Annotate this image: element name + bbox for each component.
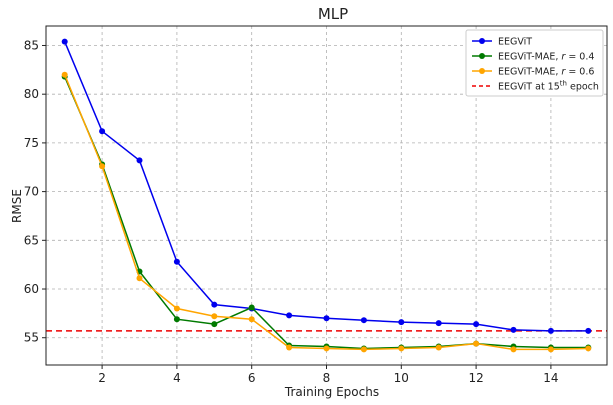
data-point: [211, 313, 218, 320]
series-layer: [61, 38, 592, 353]
data-point: [211, 321, 218, 328]
data-point: [323, 345, 330, 352]
data-point: [510, 326, 517, 333]
data-point: [435, 320, 442, 327]
data-point: [173, 316, 180, 323]
x-tick-label: 8: [323, 371, 331, 385]
data-point: [360, 346, 367, 353]
legend: EEGViT EEGViT-MAE, r = 0.4 EEGViT-MAE, r =…: [465, 29, 604, 97]
data-point: [585, 345, 592, 352]
y-tick-label: 60: [24, 282, 39, 296]
y-tick-label: 70: [24, 185, 39, 199]
data-point: [99, 128, 106, 135]
legend-marker: [479, 68, 485, 74]
data-point: [547, 346, 554, 353]
data-point: [435, 344, 442, 351]
data-point: [585, 327, 592, 334]
y-tick-label: 80: [24, 87, 39, 101]
legend-entry: EEGViT: [498, 37, 532, 48]
data-point: [173, 258, 180, 265]
data-point: [173, 305, 180, 312]
data-point: [248, 316, 255, 323]
data-point: [61, 38, 68, 45]
data-point: [360, 317, 367, 324]
data-point: [398, 319, 405, 326]
x-tick-label: 2: [98, 371, 106, 385]
data-point: [286, 344, 293, 351]
y-tick-label: 55: [24, 331, 39, 345]
legend-marker: [479, 53, 485, 59]
x-tick-label: 12: [468, 371, 483, 385]
y-tick-label: 65: [24, 233, 39, 247]
data-point: [211, 301, 218, 308]
series-3: [61, 71, 592, 353]
data-point: [248, 304, 255, 311]
data-point: [136, 275, 143, 282]
data-point: [286, 312, 293, 319]
x-tick-label: 6: [248, 371, 256, 385]
chart-title: MLP: [318, 5, 348, 23]
data-point: [398, 345, 405, 352]
series-1: [61, 38, 592, 334]
x-axis-label: Training Epochs: [284, 385, 379, 399]
y-tick-label: 85: [24, 38, 39, 52]
legend-entry: EEGViT at 15th epoch: [498, 80, 599, 93]
ticks: 2 4 6 8 10 12 14 55 60 65 70 75 80 85: [24, 38, 559, 385]
legend-marker: [479, 38, 485, 44]
data-point: [547, 327, 554, 334]
x-tick-label: 4: [173, 371, 181, 385]
data-point: [510, 346, 517, 353]
data-point: [473, 321, 480, 328]
x-tick-label: 14: [543, 371, 558, 385]
data-point: [473, 340, 480, 347]
legend-entry: EEGViT-MAE, r = 0.6: [498, 67, 594, 78]
data-point: [99, 163, 106, 170]
data-point: [61, 71, 68, 78]
data-point: [323, 315, 330, 322]
x-tick-label: 10: [394, 371, 409, 385]
legend-entry: EEGViT-MAE, r = 0.4: [498, 52, 594, 63]
y-tick-label: 75: [24, 136, 39, 150]
legend-box: [465, 29, 604, 97]
data-point: [136, 157, 143, 164]
y-axis-label: RMSE: [10, 189, 24, 223]
